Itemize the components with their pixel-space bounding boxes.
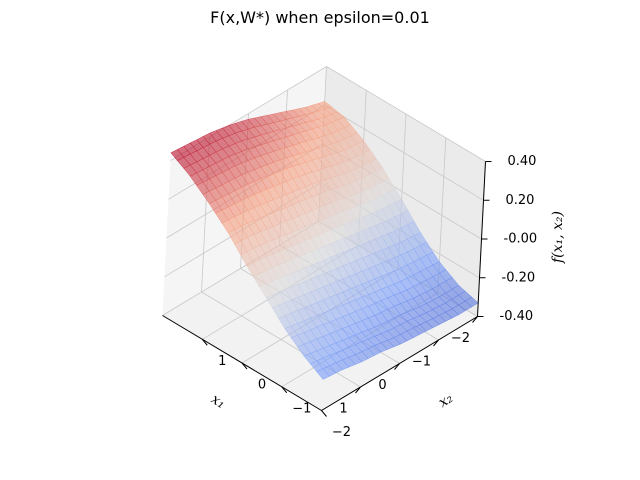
y-tick <box>281 386 288 394</box>
chart-title: F(x,W*) when epsilon=0.01 <box>210 8 430 27</box>
y-tick <box>321 410 327 417</box>
x-tick <box>433 339 439 347</box>
x-tick-label: 0 <box>378 378 386 393</box>
y-tick <box>201 338 208 346</box>
axes: −2 −1 0 1 −2 −1 0 1 0.40 0.20 -0.00 -0.20 -0.40 <box>162 154 538 440</box>
z-tick-label: 0.40 <box>508 154 537 169</box>
z-axis-label: f(x₁, x₂) <box>550 211 566 264</box>
y-tick-label: −2 <box>332 425 351 440</box>
y-tick-label: 0 <box>258 378 266 393</box>
y-tick-label: −1 <box>292 401 311 416</box>
x-tick-label: −1 <box>412 355 431 370</box>
surface-patch <box>464 296 479 308</box>
surface-mesh <box>170 101 479 380</box>
y-tick-label: 1 <box>218 354 226 369</box>
x-tick-label: −2 <box>451 331 470 346</box>
x-tick <box>472 316 478 323</box>
z-tick-label: -0.20 <box>502 270 536 285</box>
y-tick <box>241 362 248 370</box>
x-axis-label: x₁ <box>208 391 228 412</box>
z-tick-label: -0.40 <box>500 309 534 324</box>
y-axis-label: x₂ <box>436 390 456 411</box>
z-tick-label: 0.20 <box>506 193 535 208</box>
z-tick-label: -0.00 <box>504 232 538 247</box>
x-tick-label: 1 <box>339 402 347 417</box>
x-tick <box>394 363 400 370</box>
x-tick <box>355 386 361 394</box>
